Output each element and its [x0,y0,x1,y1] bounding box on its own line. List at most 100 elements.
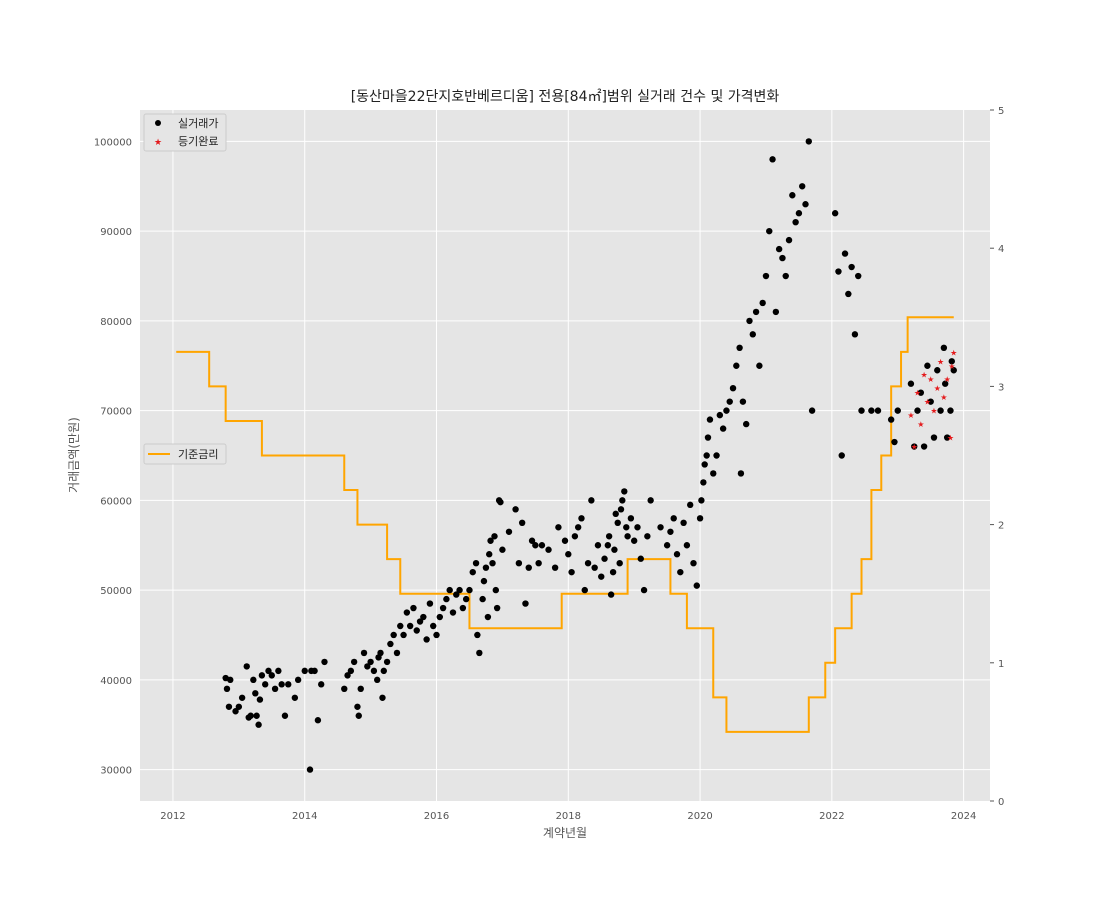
trade-point [739,398,747,405]
trade-point [663,542,671,549]
y2-tick-label: 4 [998,244,1004,255]
trade-point [555,524,562,531]
trade-point [379,694,386,701]
trade-point [647,497,654,504]
trade-point [947,407,954,414]
registered-point: ★ [911,443,918,452]
registered-point: ★ [947,434,954,443]
trade-point [733,362,740,369]
legend-registered-label: 등기완료 [178,135,218,148]
trade-point [252,690,259,697]
trade-point [845,290,852,298]
trade-point [479,595,486,603]
x-axis-ticks: 2012 2014 2016 2018 2020 2022 2024 [160,811,976,822]
trade-point [950,367,957,374]
legend-top-box [143,113,227,152]
trade-point [766,227,773,235]
registered-point: ★ [927,375,934,384]
trade-point [433,631,440,639]
trade-point [528,537,536,544]
trade-point [265,667,272,675]
trade-point [749,331,756,338]
trade-point [469,568,476,576]
trade-point [578,515,585,522]
x-tick-label: 2020 [687,811,712,822]
trade-point [476,649,483,657]
trade-point [934,367,941,374]
trade-point [772,308,780,316]
y-tick-label: 70000 [100,407,132,418]
trade-point [601,555,608,562]
y-tick-label: 50000 [100,586,132,597]
trade-point [785,236,793,244]
trade-point [736,344,743,352]
legend-top: 실거래가 ★ 등기완료 [143,113,227,152]
trade-point [775,245,783,253]
trade-point [609,568,617,576]
trade-point [891,438,898,446]
y-tick-label: 80000 [100,317,132,328]
trade-point [380,667,387,675]
trade-point [253,712,260,719]
y-axis-label: 거래금액(만원) [67,417,81,493]
trade-point [255,721,262,728]
y-tick-label: 90000 [100,227,132,238]
trade-point [874,407,882,414]
trade-point [480,577,488,585]
trade-point [782,272,789,280]
trade-point [344,672,351,679]
registered-point: ★ [934,384,941,393]
y-tick-label: 40000 [100,676,132,687]
trade-point [291,694,299,701]
trade-point [311,667,318,675]
trade-point [624,533,631,540]
registered-point: ★ [921,371,928,380]
trade-point [400,631,407,639]
trade-point [690,559,697,567]
trade-point [462,595,470,603]
trade-point [887,416,895,423]
trade-point [561,537,569,544]
trade-point [604,542,612,549]
trade-point [256,696,264,703]
y2-axis-ticks: 0 1 2 3 4 5 [990,106,1004,808]
trade-point [439,604,447,612]
trade-point [617,506,625,513]
trade-point [397,622,404,630]
trade-point [719,425,727,432]
x-tick-label: 2018 [556,811,581,822]
trade-point [321,658,328,666]
trade-point [851,331,859,338]
trade-point [726,398,733,405]
trade-point [574,524,582,531]
trade-point [235,703,243,710]
registered-point: ★ [944,375,951,384]
trade-point [512,506,519,513]
trade-point [917,389,925,396]
trade-point [505,528,513,535]
trade-point [278,681,285,688]
trade-point [247,712,254,719]
y-axis-ticks: 30000 40000 50000 60000 70000 80000 90000 10000… [94,137,132,776]
trade-point [605,533,613,540]
trade-point [594,542,602,549]
trade-point [232,708,239,715]
trade-point [621,488,628,495]
trade-point [723,407,730,414]
trade-point [406,622,414,630]
registered-point: ★ [948,362,955,371]
trade-point [518,519,526,527]
trade-point [948,358,955,365]
trade-point [657,524,664,531]
trade-point [360,649,368,657]
trade-points [222,138,957,773]
trade-point [383,658,391,666]
trade-point [940,344,948,352]
trade-point [789,192,796,199]
trade-point [238,694,246,701]
trade-point [673,551,681,558]
trade-point [403,609,411,616]
x-tick-label: 2024 [951,811,976,822]
trade-point [423,636,430,643]
